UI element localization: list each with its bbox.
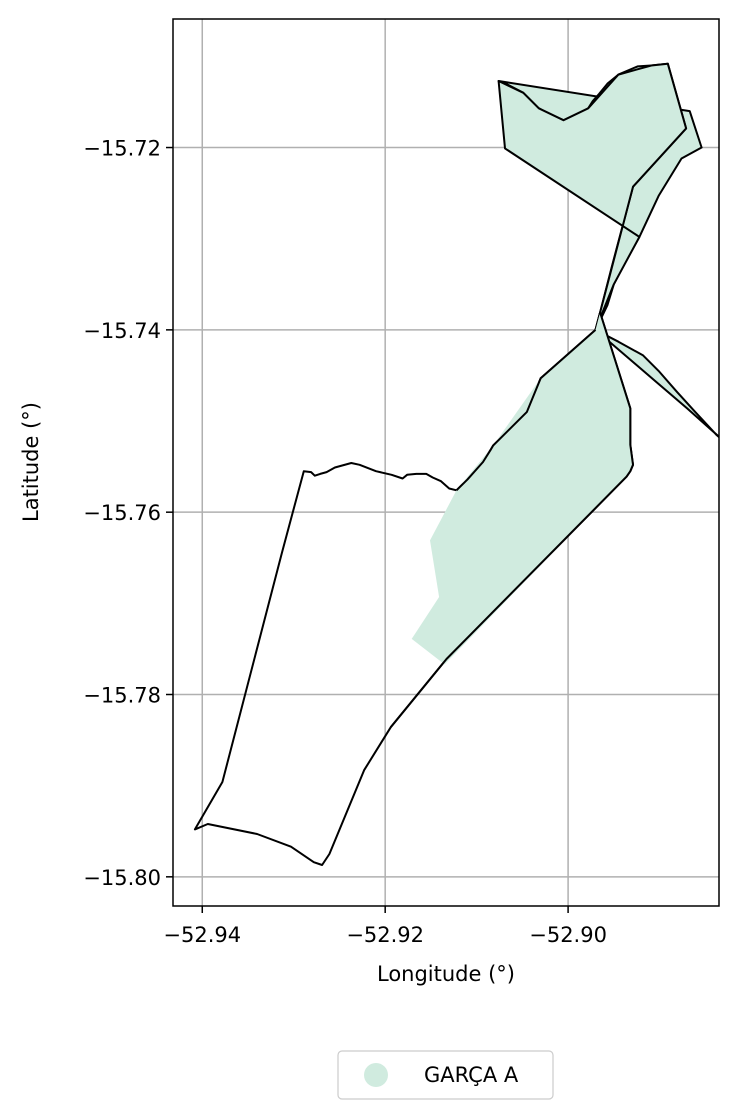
- x-tick-label: −52.94: [163, 923, 241, 947]
- y-tick-label: −15.78: [83, 684, 161, 708]
- map-layer: [193, 62, 719, 866]
- legend-label: GARÇA A: [424, 1063, 519, 1087]
- y-tick-label: −15.80: [83, 866, 161, 890]
- plot-area: [172, 18, 720, 907]
- x-tick-label: −52.92: [346, 923, 424, 947]
- legend-frame: [337, 1050, 554, 1100]
- x-axis: −52.94 −52.92 −52.90: [163, 906, 607, 947]
- y-axis: −15.72 −15.74 −15.76 −15.78 −15.80: [83, 137, 173, 890]
- y-axis-title: Latitude (°): [19, 402, 43, 522]
- garca-a-polygon-1: [497, 62, 688, 331]
- x-axis-title: Longitude (°): [377, 962, 515, 986]
- garca-a-polygon-2: [594, 328, 719, 439]
- garca-a-south-fill: [411, 312, 633, 665]
- y-tick-label: −15.74: [83, 319, 161, 343]
- y-tick-label: −15.72: [83, 137, 161, 161]
- y-tick-label: −15.76: [83, 501, 161, 525]
- legend-marker: [364, 1063, 388, 1087]
- legend: GARÇA A: [337, 1050, 554, 1100]
- x-tick-label: −52.90: [529, 923, 607, 947]
- boundary-edge-1: [389, 312, 634, 728]
- boundary-edge-0: [455, 329, 597, 492]
